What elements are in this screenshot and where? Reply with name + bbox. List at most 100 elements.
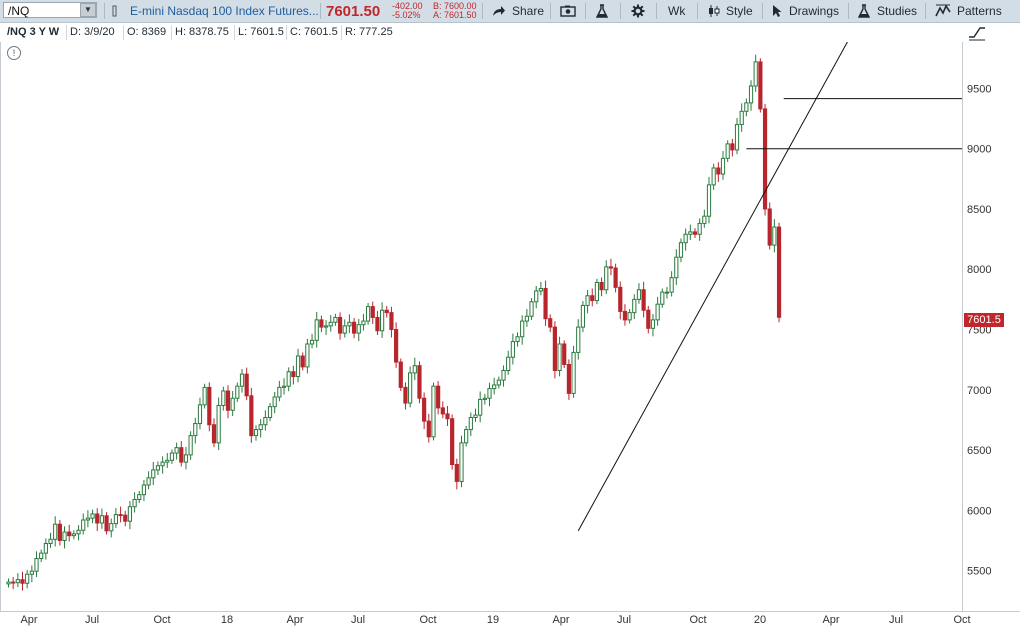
dropdown-icon[interactable]: ▼ — [80, 3, 96, 17]
candle-body — [412, 365, 417, 374]
candle-body — [655, 303, 660, 321]
patterns-label: Patterns — [957, 4, 1002, 18]
time-tick-label: Apr — [822, 614, 839, 626]
time-tick-label: Apr — [286, 614, 303, 626]
candle-body — [576, 326, 581, 353]
candle-body — [515, 336, 520, 343]
price-chart[interactable]: 5500 6000 6500 7000 7500 8000 8500 9000 9500 Apr J… — [0, 42, 1020, 628]
candle-body — [734, 124, 740, 151]
gear-icon — [631, 4, 645, 18]
time-tick-label: Oct — [689, 614, 706, 626]
candle-body — [669, 277, 674, 293]
candle-body — [506, 356, 511, 372]
price-tick-label: 8000 — [967, 264, 991, 276]
candle-body — [57, 523, 62, 541]
candle-body — [337, 316, 343, 334]
candle-body — [468, 417, 473, 431]
symbol-menu-icon[interactable] — [112, 0, 118, 22]
candle-body — [104, 515, 109, 532]
divider — [848, 3, 849, 19]
candle-body — [720, 157, 726, 175]
time-tick-label: Apr — [552, 614, 569, 626]
candle-body — [225, 390, 231, 411]
divider — [925, 3, 926, 19]
candle-body — [436, 385, 441, 409]
drawings-button[interactable]: Drawings — [772, 0, 839, 22]
candle-body — [650, 319, 656, 329]
candle-body — [776, 226, 782, 318]
candle-body — [20, 579, 25, 584]
candle-body — [632, 298, 637, 314]
share-label: Share — [512, 4, 545, 18]
info-low: L: 7601.5 — [234, 25, 284, 40]
candle-body — [585, 295, 590, 306]
last-price-tag: 7601.5 — [964, 313, 1004, 327]
candle-body — [295, 355, 301, 378]
price-tick-label: 9000 — [967, 144, 991, 156]
candle-body — [394, 329, 399, 363]
flask-button[interactable] — [596, 0, 608, 22]
candle-body — [524, 315, 529, 322]
candle-body — [398, 361, 403, 388]
style-button[interactable]: Style — [707, 0, 753, 22]
candle-body — [272, 396, 277, 408]
time-tick-label: Jul — [351, 614, 365, 626]
candle-body — [351, 321, 357, 334]
period-selector[interactable]: Wk — [668, 0, 685, 22]
candle-body — [426, 420, 431, 438]
candle-body — [618, 286, 623, 312]
candle-body — [127, 506, 133, 522]
price-tick-label: 6500 — [967, 445, 991, 457]
candle-body — [169, 452, 175, 461]
candle-body — [389, 312, 394, 331]
alert-icon[interactable]: ! — [7, 46, 21, 60]
chart-settings-icon[interactable] — [968, 25, 986, 41]
candle-body — [6, 581, 11, 585]
period-label: Wk — [668, 4, 686, 18]
net-change: -402.00 — [392, 1, 423, 11]
candle-body — [758, 61, 763, 110]
time-tick-label: 20 — [754, 614, 766, 626]
candle-body — [202, 386, 207, 406]
candle-body — [118, 514, 123, 517]
candle-body — [365, 306, 371, 322]
candle-body — [113, 514, 119, 525]
patterns-button[interactable]: Patterns — [935, 0, 1002, 22]
studies-label: Studies — [877, 4, 918, 18]
info-open: O: 8369 — [123, 25, 166, 40]
candle-body — [48, 538, 53, 544]
info-bar: /NQ 3 Y W D: 3/9/20 O: 8369 H: 8378.75 L… — [0, 23, 962, 42]
style-label: Style — [726, 4, 753, 18]
candle-body — [753, 61, 758, 87]
time-tick-label: Oct — [419, 614, 436, 626]
symbol-text: /NQ — [8, 4, 30, 18]
info-high: H: 8378.75 — [171, 25, 229, 40]
time-tick-label: 18 — [221, 614, 233, 626]
candle-body — [146, 477, 151, 486]
candle-body — [487, 388, 492, 399]
candle-body — [534, 290, 539, 303]
studies-button[interactable]: Studies — [858, 0, 917, 22]
candle-body — [408, 372, 413, 404]
candle-body — [529, 301, 534, 317]
candle-body — [543, 288, 548, 320]
candle-body — [772, 226, 777, 246]
symbol-input[interactable]: /NQ — [3, 2, 97, 18]
candle-body — [155, 465, 161, 471]
candle-body — [627, 312, 632, 321]
symbol-description[interactable]: E-mini Nasdaq 100 Index Futures... — [130, 4, 319, 18]
candle-body — [253, 429, 259, 437]
candle-body — [403, 386, 408, 404]
candle-body — [361, 320, 366, 326]
cursor-arrow-icon — [773, 5, 782, 17]
candle-body — [641, 289, 646, 311]
candle-body — [197, 404, 203, 425]
candle-body — [492, 384, 497, 390]
candle-body — [207, 386, 212, 426]
candle-body — [384, 309, 389, 314]
snapshot-button[interactable] — [560, 0, 576, 22]
settings-button[interactable] — [631, 0, 645, 22]
candle-body — [380, 309, 385, 332]
divider — [620, 3, 621, 19]
share-button[interactable]: Share — [492, 0, 544, 22]
